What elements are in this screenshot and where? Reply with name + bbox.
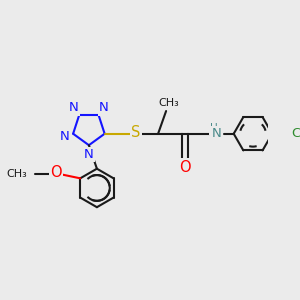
Text: N: N — [59, 130, 69, 143]
Text: N: N — [212, 127, 222, 140]
Text: CH₃: CH₃ — [158, 98, 179, 108]
Text: Cl: Cl — [291, 127, 300, 140]
Text: O: O — [179, 160, 190, 175]
Text: H: H — [210, 123, 218, 134]
Text: N: N — [84, 148, 94, 161]
Text: CH₃: CH₃ — [6, 169, 27, 179]
Text: S: S — [131, 125, 141, 140]
Text: N: N — [99, 101, 109, 114]
Text: N: N — [69, 101, 79, 114]
Text: O: O — [50, 166, 62, 181]
